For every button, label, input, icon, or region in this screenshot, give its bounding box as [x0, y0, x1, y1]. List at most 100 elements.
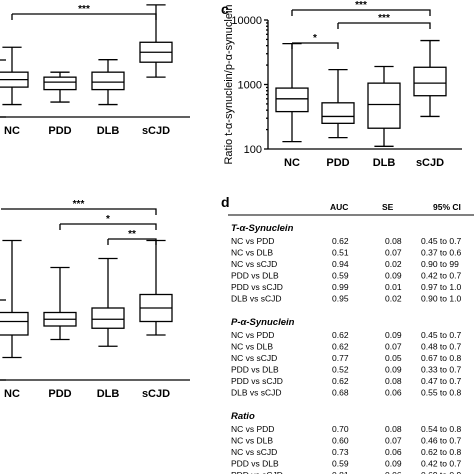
significance-label: * [313, 33, 317, 44]
significance-bracket [107, 238, 157, 245]
x-tick-label: NC [284, 157, 300, 169]
table-cell-comparison: NC vs DLB [231, 342, 273, 352]
table-cell-se: 0.02 [385, 294, 402, 304]
significance-bracket [1, 208, 157, 215]
box-iqr-scjd [413, 66, 447, 97]
table-cell-se: 0.06 [385, 470, 402, 474]
table-cell-ci: 0.67 to 0.8 [421, 353, 461, 363]
x-tick-label: PDD [326, 157, 349, 169]
table-cell-auc: 0.94 [332, 259, 349, 269]
table-cell-ci: 0.55 to 0.8 [421, 388, 461, 398]
significance-bracket [59, 223, 157, 230]
table-cell-ci: 0.47 to 0.7 [421, 376, 461, 386]
table-cell-ci: 0.37 to 0.6 [421, 248, 461, 258]
x-tick-label: DLB [97, 388, 120, 400]
x-tick-label: DLB [373, 157, 396, 169]
table-cell-auc: 0.77 [332, 353, 349, 363]
box-iqr-nc [0, 311, 29, 336]
box-iqr-dlb [91, 307, 125, 329]
table-cell-comparison: PDD vs sCJD [231, 376, 283, 386]
x-tick-label: sCJD [142, 125, 170, 137]
table-cell-ci: 0.42 to 0.7 [421, 459, 461, 469]
table-cell-comparison: NC vs PDD [231, 330, 274, 340]
x-tick-label: sCJD [142, 388, 170, 400]
box-iqr-dlb [91, 71, 125, 91]
table-cell-auc: 0.62 [332, 330, 349, 340]
y-tick-label: 1000 [238, 80, 262, 92]
table-cell-comparison: PDD vs DLB [231, 459, 279, 469]
panel-bottom-left-boxplot: NC PDD DLB sCJD****** [0, 199, 190, 400]
significance-label: *** [378, 13, 390, 24]
table-cell-auc: 0.99 [332, 282, 349, 292]
table-cell-comparison: PDD vs DLB [231, 365, 279, 375]
table-cell-auc: 0.73 [332, 447, 349, 457]
table-cell-se: 0.02 [385, 259, 402, 269]
table-cell-ci: 0.42 to 0.7 [421, 271, 461, 281]
table-cell-se: 0.05 [385, 353, 402, 363]
x-tick-label: NC [4, 125, 20, 137]
panel-top-left-boxplot: NC PDD DLB sCJD *** [0, 4, 190, 137]
table-cell-se: 0.09 [385, 459, 402, 469]
table-column-header: SE [382, 202, 394, 212]
table-cell-ci: 0.97 to 1.0 [421, 282, 461, 292]
table-cell-se: 0.08 [385, 236, 402, 246]
y-tick-label: 10000 [231, 15, 262, 27]
table-cell-auc: 0.62 [332, 342, 349, 352]
table-cell-se: 0.09 [385, 330, 402, 340]
table-cell-ci: 0.45 to 0.7 [421, 236, 461, 246]
table-cell-se: 0.09 [385, 271, 402, 281]
significance-label: *** [73, 199, 85, 210]
significance-bracket [11, 13, 157, 20]
table-cell-se: 0.07 [385, 342, 402, 352]
table-cell-auc: 0.62 [332, 236, 349, 246]
table-cell-auc: 0.68 [332, 388, 349, 398]
x-tick-label: sCJD [416, 157, 444, 169]
table-cell-se: 0.06 [385, 388, 402, 398]
table-cell-se: 0.07 [385, 248, 402, 258]
table-cell-ci: 0.45 to 0.7 [421, 330, 461, 340]
table-cell-comparison: PDD vs sCJD [231, 470, 283, 474]
significance-label: ** [128, 229, 136, 240]
significance-label: *** [78, 4, 90, 15]
table-cell-auc: 0.59 [332, 459, 349, 469]
significance-bracket [291, 42, 339, 49]
table-cell-comparison: DLB vs sCJD [231, 388, 282, 398]
box-iqr-pdd [321, 102, 355, 124]
table-cell-auc: 0.62 [332, 376, 349, 386]
table-section-title: Ratio [231, 411, 255, 422]
box-iqr-nc [275, 87, 309, 113]
x-tick-label: PDD [48, 388, 71, 400]
x-tick-label: DLB [97, 125, 120, 137]
significance-label: * [106, 214, 110, 225]
table-cell-ci: 0.46 to 0.7 [421, 436, 461, 446]
table-cell-comparison: NC vs PDD [231, 236, 274, 246]
significance-bracket [337, 22, 431, 29]
table-column-header: AUC [330, 202, 348, 212]
table-cell-auc: 0.51 [332, 248, 349, 258]
table-cell-ci: 0.90 to 99 [421, 259, 459, 269]
table-cell-comparison: NC vs DLB [231, 436, 273, 446]
panel-label: c [221, 1, 229, 17]
table-section-title: P-α-Synuclein [231, 317, 295, 328]
y-tick-label: 100 [244, 144, 262, 156]
y-axis-title: Ratio t-α-synuclein/p-α-synuclein [223, 4, 235, 164]
table-cell-ci: 0.33 to 0.7 [421, 365, 461, 375]
table-cell-comparison: DLB vs sCJD [231, 294, 282, 304]
x-tick-label: PDD [48, 125, 71, 137]
table-cell-comparison: PDD vs sCJD [231, 282, 283, 292]
significance-label: *** [355, 0, 367, 11]
box-iqr-pdd [43, 76, 77, 91]
table-cell-ci: 0.54 to 0.8 [421, 424, 461, 434]
table-cell-se: 0.08 [385, 376, 402, 386]
table-cell-comparison: NC vs DLB [231, 248, 273, 258]
table-cell-comparison: NC vs sCJD [231, 259, 277, 269]
table-cell-comparison: PDD vs DLB [231, 271, 279, 281]
table-cell-se: 0.08 [385, 424, 402, 434]
table-cell-se: 0.01 [385, 282, 402, 292]
panel-label: d [221, 194, 230, 210]
table-cell-ci: 0.69 to 0.9 [421, 470, 461, 474]
table-column-header: 95% CI [433, 202, 461, 212]
table-cell-ci: 0.90 to 1.0 [421, 294, 461, 304]
